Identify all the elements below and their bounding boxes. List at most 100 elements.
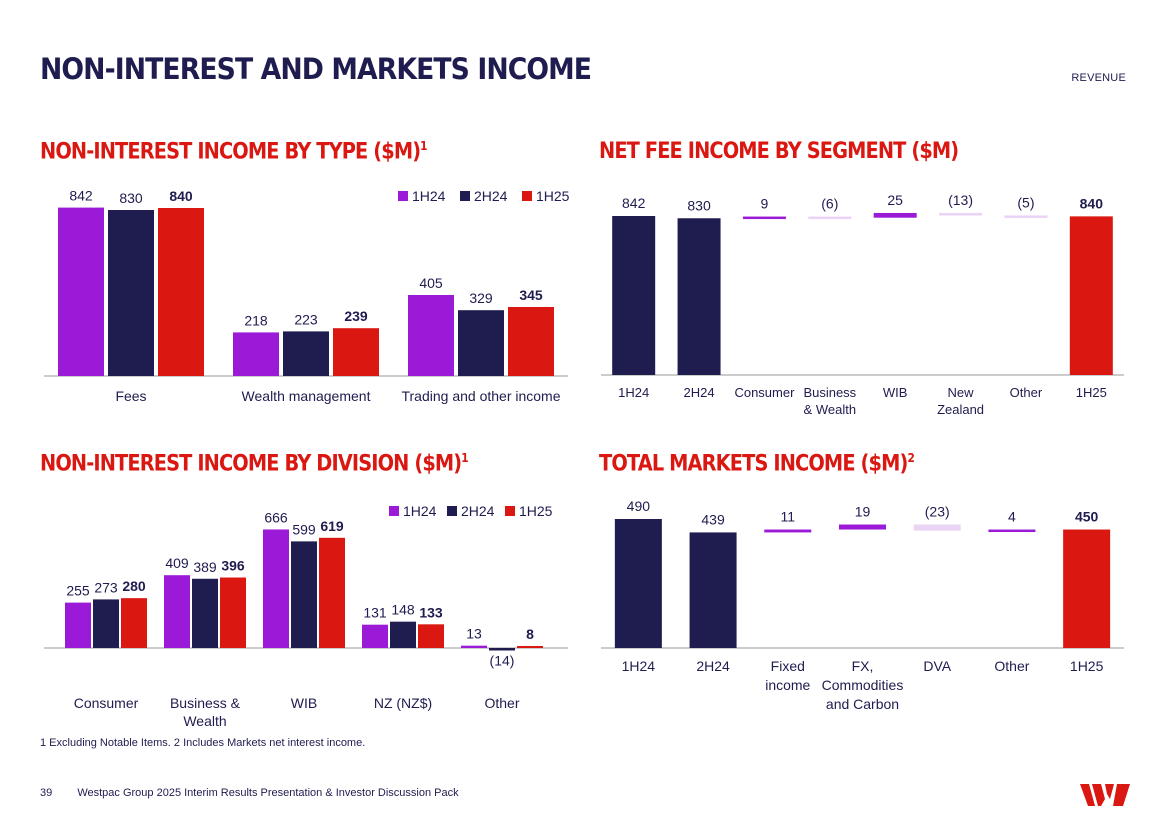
category-label: Trading and other income	[401, 388, 560, 404]
data-label: 439	[701, 511, 725, 527]
category-label: Other	[994, 658, 1029, 674]
category-label: income	[765, 677, 810, 693]
data-label: 840	[1080, 195, 1104, 211]
bar-1h24	[263, 529, 289, 648]
chart-title-fee-segment: NET FEE INCOME BY SEGMENT ($M)	[599, 139, 959, 164]
waterfall-total-bar	[1063, 529, 1111, 648]
data-label: 223	[294, 311, 318, 327]
category-label: 1H25	[1070, 658, 1104, 674]
data-label: 830	[687, 197, 711, 213]
waterfall-total-bar	[612, 216, 656, 375]
category-label: Consumer	[74, 695, 139, 711]
waterfall-total-bar	[689, 532, 737, 648]
data-label: (14)	[490, 652, 515, 668]
category-label: New	[948, 385, 975, 400]
waterfall-step-bar	[988, 529, 1036, 533]
legend-swatch-1h24	[389, 506, 399, 516]
chart-title-markets: TOTAL MARKETS INCOME ($M)2	[599, 451, 915, 477]
data-label: 389	[193, 559, 217, 575]
legend-swatch-2h24	[447, 506, 457, 516]
category-label: Fixed	[771, 658, 805, 674]
data-label: 13	[466, 626, 482, 642]
legend-label: 1H24	[403, 503, 437, 519]
bar-1h25	[517, 646, 543, 648]
data-label: 329	[469, 290, 493, 306]
section-label: REVENUE	[1071, 72, 1126, 84]
category-label: 1H25	[1076, 385, 1107, 400]
bar-1h25	[220, 577, 246, 648]
waterfall-step-bar	[1004, 215, 1048, 218]
legend-swatch-1h25	[522, 191, 532, 201]
data-label: 9	[761, 196, 769, 212]
data-label: 830	[119, 190, 143, 206]
bar-1h25	[158, 208, 204, 376]
page-number: 39	[40, 787, 53, 799]
waterfall-step-bar	[742, 216, 786, 220]
waterfall-step-bar	[808, 216, 852, 220]
waterfall-total-bar	[1069, 216, 1113, 375]
footer-text: Westpac Group 2025 Interim Results Prese…	[77, 787, 459, 799]
category-label: & Wealth	[804, 402, 857, 417]
data-label: 218	[244, 312, 268, 328]
bar-2h24	[93, 599, 119, 648]
chart-title-by-division: NON-INTEREST INCOME BY DIVISION ($M)1	[40, 451, 469, 477]
data-label: 4	[1008, 509, 1016, 525]
bar-1h24	[65, 602, 91, 648]
legend-label: 1H24	[412, 188, 446, 204]
category-label: Fees	[115, 388, 146, 404]
category-label: 1H24	[622, 658, 656, 674]
footnote: 1 Excluding Notable Items. 2 Includes Ma…	[40, 737, 366, 749]
westpac-logo-icon	[1080, 784, 1130, 806]
page-title: NON-INTEREST AND MARKETS INCOME	[40, 52, 592, 86]
bar-1h24	[58, 207, 104, 376]
bar-2h24	[283, 331, 329, 376]
data-label: 490	[627, 498, 651, 514]
category-label: Wealth	[183, 713, 226, 729]
data-label: 840	[169, 188, 193, 204]
bar-1h24	[164, 575, 190, 648]
data-label: 280	[122, 578, 146, 594]
legend-label: 2H24	[461, 503, 495, 519]
category-label: NZ (NZ$)	[374, 695, 432, 711]
category-label: and Carbon	[826, 696, 899, 712]
bar-2h24	[291, 541, 317, 648]
data-label: 842	[622, 195, 646, 211]
data-label: 599	[292, 521, 316, 537]
data-label: 148	[391, 602, 415, 618]
category-label: WIB	[291, 695, 317, 711]
data-label: 25	[887, 192, 903, 208]
legend-swatch-2h24	[460, 191, 470, 201]
bar-2h24	[192, 578, 218, 648]
data-label: 131	[363, 605, 387, 621]
bar-1h25	[418, 624, 444, 648]
data-label: 450	[1075, 509, 1099, 525]
legend-label: 2H24	[474, 188, 508, 204]
data-label: (6)	[821, 196, 838, 212]
data-label: 255	[66, 583, 90, 599]
category-label: FX,	[852, 658, 874, 674]
data-label: 345	[519, 287, 543, 303]
waterfall-total-bar	[614, 519, 662, 648]
bar-2h24	[390, 621, 416, 648]
category-label: Other	[484, 695, 519, 711]
data-label: (13)	[948, 192, 973, 208]
footer: 39 Westpac Group 2025 Interim Results Pr…	[40, 787, 481, 799]
waterfall-step-bar	[764, 529, 812, 533]
data-label: 11	[781, 509, 796, 525]
bar-1h25	[508, 307, 554, 376]
legend-swatch-1h25	[505, 506, 515, 516]
bar-1h24	[408, 295, 454, 376]
bar-1h25	[333, 328, 379, 376]
waterfall-total-bar	[677, 218, 721, 375]
waterfall-step-bar	[939, 212, 983, 216]
category-label: 2H24	[696, 658, 730, 674]
data-label: 409	[165, 555, 189, 571]
data-label: 19	[855, 504, 871, 520]
category-label: 1H24	[618, 385, 649, 400]
bar-1h24	[362, 624, 388, 648]
bar-2h24	[108, 210, 154, 376]
bar-1h24	[461, 645, 487, 648]
data-label: (23)	[925, 504, 950, 520]
category-label: Zealand	[937, 402, 984, 417]
